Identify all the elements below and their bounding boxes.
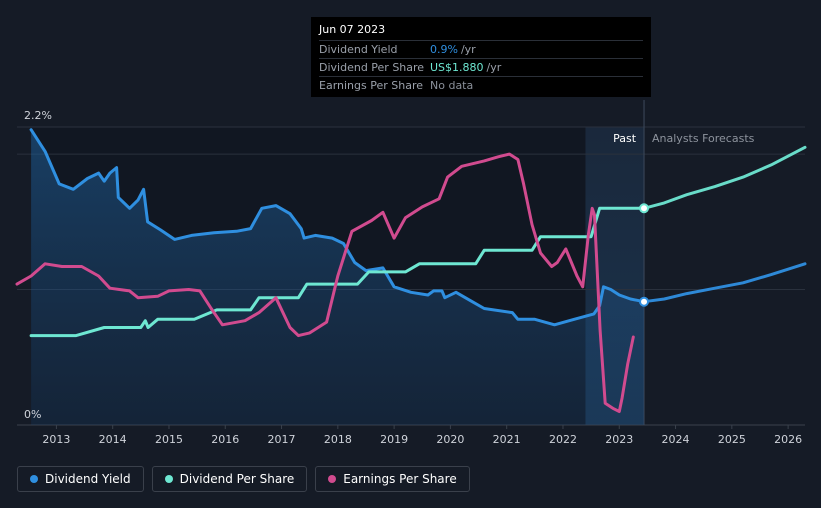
legend: Dividend Yield Dividend Per Share Earnin… [17, 466, 470, 492]
tooltip-label: Earnings Per Share [319, 79, 424, 92]
legend-label: Dividend Per Share [179, 472, 295, 486]
x-tick-label: 2024 [662, 433, 690, 446]
current-value-marker [639, 203, 650, 214]
x-tick-label: 2013 [42, 433, 70, 446]
forecast-label: Analysts Forecasts [652, 132, 755, 145]
legend-dot-icon [164, 475, 173, 483]
dividend-per-share-line [29, 206, 646, 338]
tooltip-row-dividend-per-share: Dividend Per Share US$1.880 /yr [319, 58, 643, 76]
legend-dot-icon [328, 475, 337, 483]
x-tick-label: 2014 [99, 433, 127, 446]
x-tick-label: 2018 [324, 433, 352, 446]
tooltip-row-earnings-per-share: Earnings Per Share No data [319, 76, 643, 94]
x-tick-label: 2022 [549, 433, 577, 446]
tooltip: Jun 07 2023 Dividend Yield 0.9% /yr Divi… [311, 17, 651, 97]
dividend-yield-forecast-line [642, 262, 807, 304]
tooltip-unit: /yr [460, 43, 476, 56]
legend-item-dividend-yield[interactable]: Dividend Yield [17, 466, 144, 492]
legend-item-earnings-per-share[interactable]: Earnings Per Share [315, 466, 470, 492]
tooltip-row-dividend-yield: Dividend Yield 0.9% /yr [319, 40, 643, 58]
tooltip-value: 0.9% [430, 43, 458, 56]
x-tick-label: 2015 [155, 433, 183, 446]
x-tick-label: 2026 [774, 433, 802, 446]
x-tick-label: 2023 [605, 433, 633, 446]
legend-label: Dividend Yield [45, 472, 131, 486]
tooltip-unit: /yr [486, 61, 502, 74]
dividend-per-share-forecast-line [642, 145, 807, 210]
past-label: Past [613, 132, 637, 145]
earnings-per-share-line [15, 152, 635, 413]
legend-dot-icon [30, 475, 38, 483]
y-axis-label-top: 2.2% [24, 109, 52, 122]
x-tick-label: 2019 [380, 433, 408, 446]
x-tick-label: 2020 [436, 433, 464, 446]
current-value-marker [639, 296, 650, 307]
dividend-yield-line [29, 128, 646, 327]
tooltip-label: Dividend Per Share [319, 61, 425, 74]
tooltip-value: No data [430, 79, 474, 92]
tooltip-value: US$1.880 [430, 61, 484, 74]
x-tick-label: 2021 [493, 433, 521, 446]
tooltip-date: Jun 07 2023 [319, 23, 386, 36]
y-axis-label-bottom: 0% [24, 408, 41, 421]
x-tick-label: 2017 [268, 433, 296, 446]
legend-item-dividend-per-share[interactable]: Dividend Per Share [151, 466, 308, 492]
x-tick-label: 2016 [211, 433, 239, 446]
legend-label: Earnings Per Share [343, 472, 457, 486]
x-tick-label: 2025 [718, 433, 746, 446]
tooltip-label: Dividend Yield [319, 43, 398, 56]
